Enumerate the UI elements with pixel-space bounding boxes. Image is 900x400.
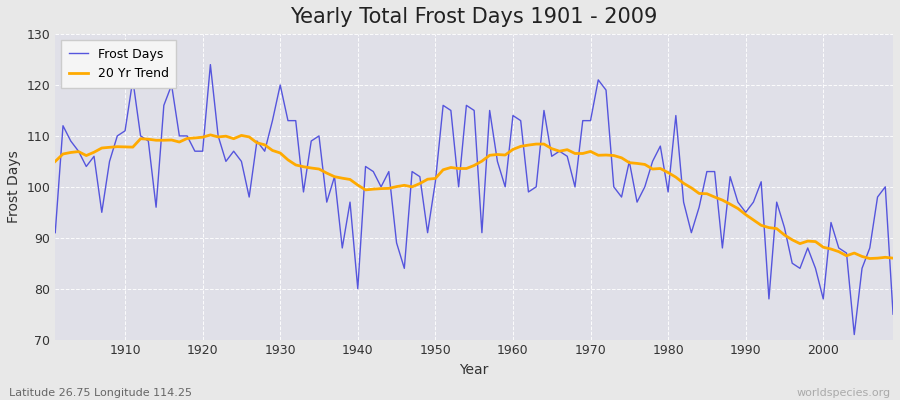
Text: worldspecies.org: worldspecies.org [796, 388, 891, 398]
20 Yr Trend [291, 162, 302, 167]
20 Yr Trend [887, 256, 898, 260]
Frost Days [205, 62, 216, 67]
Frost Days [608, 184, 619, 189]
20 Yr Trend [337, 176, 347, 180]
Frost Days [849, 332, 859, 337]
Frost Days [291, 118, 302, 123]
Title: Yearly Total Frost Days 1901 - 2009: Yearly Total Frost Days 1901 - 2009 [291, 7, 658, 27]
Line: 20 Yr Trend: 20 Yr Trend [55, 135, 893, 258]
20 Yr Trend [508, 147, 518, 152]
X-axis label: Year: Year [460, 363, 489, 377]
20 Yr Trend [608, 153, 619, 158]
Frost Days [508, 113, 518, 118]
20 Yr Trend [50, 159, 60, 164]
Frost Days [112, 134, 122, 138]
Legend: Frost Days, 20 Yr Trend: Frost Days, 20 Yr Trend [61, 40, 176, 88]
20 Yr Trend [112, 144, 122, 149]
20 Yr Trend [516, 144, 526, 149]
Frost Days [50, 230, 60, 235]
Y-axis label: Frost Days: Frost Days [7, 150, 21, 223]
Frost Days [337, 246, 347, 250]
Line: Frost Days: Frost Days [55, 65, 893, 334]
20 Yr Trend [864, 256, 875, 261]
Frost Days [516, 118, 526, 123]
20 Yr Trend [205, 132, 216, 137]
Text: Latitude 26.75 Longitude 114.25: Latitude 26.75 Longitude 114.25 [9, 388, 192, 398]
Frost Days [887, 312, 898, 316]
